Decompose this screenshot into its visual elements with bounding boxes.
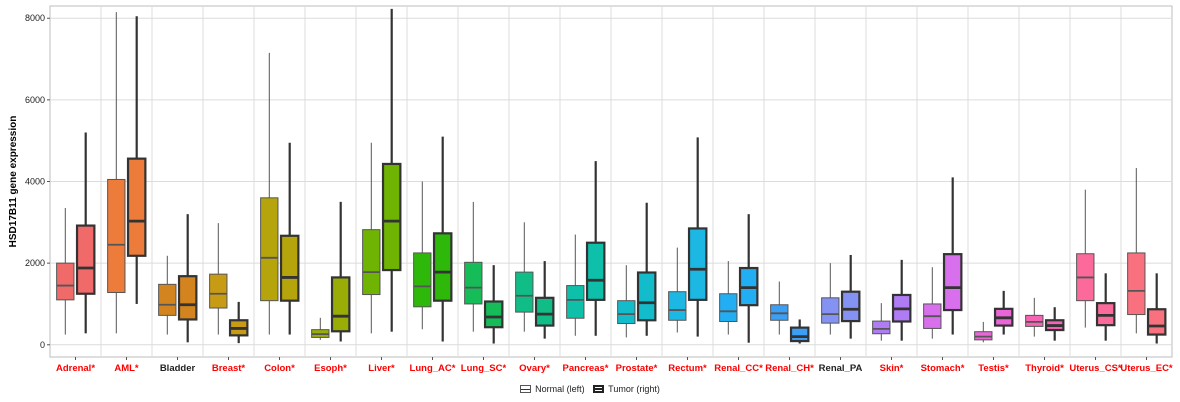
tumor-box [75,224,96,295]
normal-box [719,293,738,322]
normal-box [464,261,483,305]
x-tick-label: Pancreas* [563,363,609,374]
legend-label-normal: Normal (left) [535,384,585,394]
y-axis-ticks: 0 2000 4000 6000 8000 [25,13,50,350]
x-axis-ticks: Adrenal* AML* Bladder Breast* Colon* Esoph* Li… [56,357,1173,374]
x-tick-label: Skin* [880,363,904,374]
y-tick-label: 2000 [25,258,45,268]
x-tick-label: Rectum* [668,363,707,374]
x-tick-label: Lung_SC* [461,363,507,374]
category-group [209,223,249,344]
x-tick-label: Adrenal* [56,363,95,374]
category-group [974,290,1014,343]
category-group [107,12,147,334]
normal-box [872,320,891,335]
normal-box [260,197,279,302]
normal-box [566,285,585,319]
x-tick-label: Stomach* [921,363,965,374]
x-tick-label: Colon* [264,363,295,374]
category-group [923,177,963,339]
normal-box [413,252,432,308]
normal-box [158,283,177,316]
tumor-box [636,271,657,322]
category-group [770,281,810,344]
tumor-box [687,227,708,301]
y-tick-label: 8000 [25,13,45,23]
x-tick-label: Uterus_CS* [1069,363,1122,374]
x-tick-label: Ovary* [519,363,550,374]
tumor-box [381,162,402,272]
x-tick-label: Lung_AC* [410,363,456,374]
x-tick-label: Renal_CC* [714,363,763,374]
tumor-box [1146,308,1167,336]
category-group [362,8,402,334]
tumor-box [177,275,198,321]
tumor-box [534,296,555,327]
normal-box [1025,314,1044,327]
tumor-box [789,326,810,343]
x-tick-label: Bladder [160,363,196,374]
normal-box [209,273,228,309]
category-group [566,161,606,336]
category-group [872,259,912,341]
category-group [668,137,708,337]
tumor-box [279,234,300,302]
tumor-box [942,253,963,312]
category-group [617,202,657,338]
normal-box [821,297,840,324]
x-tick-label: Breast* [212,363,246,374]
box-series [56,8,1167,344]
legend-label-tumor: Tumor (right) [608,384,660,394]
category-group [719,214,759,343]
category-group [413,136,453,342]
category-group [1076,189,1116,341]
category-group [821,254,861,339]
y-axis-label: HSD17B11 gene expression [8,116,19,248]
tumor-box [585,241,606,301]
y-tick-label: 0 [40,340,45,350]
category-group [260,52,300,335]
x-tick-label: Thyroid* [1025,363,1064,374]
normal-box [362,229,381,296]
x-tick-label: Liver* [368,363,395,374]
x-tick-label: Esoph* [314,363,347,374]
normal-box [56,262,75,301]
grid-lines [50,6,1172,357]
x-tick-label: Testis* [978,363,1009,374]
category-group [1025,297,1065,341]
tumor-box [126,157,147,257]
y-tick-label: 6000 [25,95,45,105]
x-tick-label: Renal_CH* [765,363,814,374]
category-group [158,214,198,343]
y-tick-label: 4000 [25,177,45,187]
category-group [1127,168,1167,344]
legend-key-normal [520,385,532,393]
normal-box [515,271,534,313]
normal-box [107,178,126,294]
normal-box [668,291,687,321]
tumor-box [432,232,453,302]
tumor-box [840,290,861,323]
legend-item-normal: Normal (left) [520,384,585,394]
legend: Normal (left) Tumor (right) [0,384,1180,395]
x-tick-label: Renal_PA [819,363,863,374]
legend-key-tumor [593,385,605,393]
x-tick-label: Prostate* [616,363,658,374]
legend-item-tumor: Tumor (right) [593,384,660,394]
tumor-box [483,300,504,329]
category-group [515,222,555,339]
x-tick-label: AML* [114,363,139,374]
normal-box [617,300,636,325]
category-group [56,132,96,335]
tumor-box [330,276,351,333]
normal-box [1127,252,1146,316]
category-group [464,201,504,344]
x-tick-label: Uterus_EC* [1120,363,1173,374]
category-group [311,201,351,342]
